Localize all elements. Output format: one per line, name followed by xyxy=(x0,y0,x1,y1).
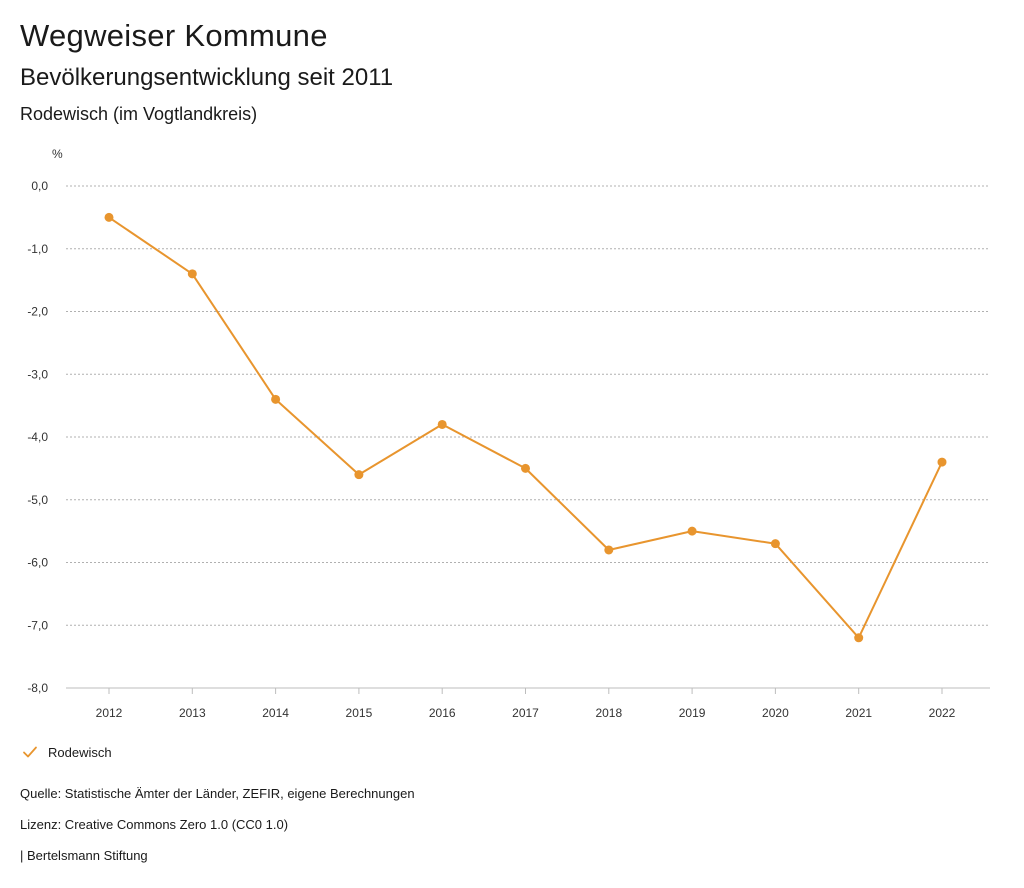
data-point[interactable] xyxy=(770,539,780,549)
page-title: Wegweiser Kommune xyxy=(20,18,328,53)
data-series xyxy=(104,212,947,643)
data-point[interactable] xyxy=(687,526,697,536)
data-point[interactable] xyxy=(104,212,114,222)
y-tick-label: -5,0 xyxy=(27,493,48,507)
y-tick-label: -2,0 xyxy=(27,305,48,319)
x-tick-label: 2013 xyxy=(179,706,206,720)
brand-credit: | Bertelsmann Stiftung xyxy=(20,848,148,863)
chart-subtitle: Bevölkerungsentwicklung seit 2011 xyxy=(20,64,394,91)
data-point[interactable] xyxy=(187,269,197,279)
data-point[interactable] xyxy=(521,463,530,473)
data-point[interactable] xyxy=(854,633,864,643)
check-icon xyxy=(23,746,37,758)
x-tick-label: 2015 xyxy=(346,706,373,720)
source-note: Quelle: Statistische Ämter der Länder, Z… xyxy=(20,786,415,801)
y-tick-label: -7,0 xyxy=(27,618,48,632)
x-tick-label: 2016 xyxy=(429,706,456,720)
legend-label: Rodewisch xyxy=(48,744,112,760)
data-point[interactable] xyxy=(354,470,364,480)
data-point[interactable] xyxy=(271,394,281,404)
series-line xyxy=(108,216,943,639)
x-tick-label: 2017 xyxy=(512,706,539,720)
gridlines xyxy=(66,185,990,689)
y-axis-unit-label: % xyxy=(52,147,63,161)
x-tick-label: 2021 xyxy=(845,706,872,720)
y-tick-label: 0,0 xyxy=(31,179,48,193)
x-tick-label: 2014 xyxy=(262,706,289,720)
y-axis-ticks: 0,0 -1,0 -2,0 -3,0 -4,0 -5,0 -6,0 -7,0 -8,0 xyxy=(27,179,48,695)
data-point[interactable] xyxy=(437,419,447,429)
x-tick-label: 2012 xyxy=(96,706,123,720)
y-tick-label: -6,0 xyxy=(27,556,48,570)
x-tick-label: 2018 xyxy=(595,706,622,720)
data-point[interactable] xyxy=(937,457,947,467)
chart-legend[interactable]: Rodewisch xyxy=(22,744,112,760)
region-label: Rodewisch (im Vogtlandkreis) xyxy=(20,104,258,124)
x-tick-label: 2019 xyxy=(679,706,706,720)
data-point[interactable] xyxy=(604,545,614,555)
y-tick-label: -8,0 xyxy=(27,681,48,695)
line-chart: % 0,0 -1,0 -2,0 -3,0 -4,0 -5,0 -6,0 -7,0 -8,0 20… xyxy=(27,147,990,720)
x-axis-ticks: 2012 2013 2014 2015 2016 2017 2018 2019 2020 2021… xyxy=(96,688,956,720)
y-tick-label: -4,0 xyxy=(27,430,48,444)
y-tick-label: -3,0 xyxy=(27,367,48,381)
x-tick-label: 2022 xyxy=(929,706,956,720)
x-tick-label: 2020 xyxy=(762,706,789,720)
license-note: Lizenz: Creative Commons Zero 1.0 (CC0 1… xyxy=(20,817,289,832)
y-tick-label: -1,0 xyxy=(27,242,48,256)
